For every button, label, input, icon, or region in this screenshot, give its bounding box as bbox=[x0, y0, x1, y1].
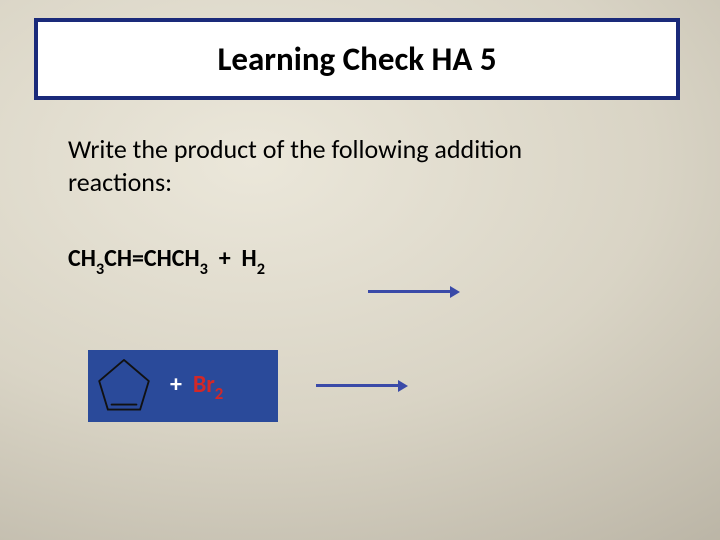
cyclopentene-icon bbox=[88, 355, 160, 417]
r1-p2: CH=CHCH bbox=[104, 244, 199, 273]
br-text: Br bbox=[193, 370, 215, 399]
reaction2-reagent-label: + Br2 bbox=[170, 370, 223, 403]
r1-s3: 2 bbox=[257, 259, 265, 279]
prompt-line1: Write the product of the following addit… bbox=[68, 133, 522, 165]
br-subscript: 2 bbox=[215, 383, 224, 404]
title-box: Learning Check HA 5 bbox=[34, 18, 680, 100]
reaction1-formula: CH3CH=CHCH3 + H2 bbox=[68, 244, 265, 277]
prompt-text: Write the product of the following addit… bbox=[68, 133, 628, 198]
arrow-line bbox=[368, 290, 452, 293]
plus-sign: + bbox=[170, 370, 182, 399]
prompt-line2: reactions: bbox=[68, 166, 172, 198]
r1-p3: + H bbox=[208, 244, 257, 273]
arrow-head-icon bbox=[450, 286, 460, 298]
arrow-head-icon bbox=[398, 380, 408, 392]
arrow-line bbox=[316, 384, 400, 387]
pentagon-outline bbox=[99, 360, 149, 410]
r1-s1: 3 bbox=[96, 259, 104, 279]
r1-s2: 3 bbox=[200, 259, 208, 279]
cyclopentene-structure bbox=[88, 355, 160, 417]
r1-p1: CH bbox=[68, 244, 96, 273]
title-text: Learning Check HA 5 bbox=[217, 39, 496, 79]
reaction2-block: + Br2 bbox=[88, 350, 278, 422]
